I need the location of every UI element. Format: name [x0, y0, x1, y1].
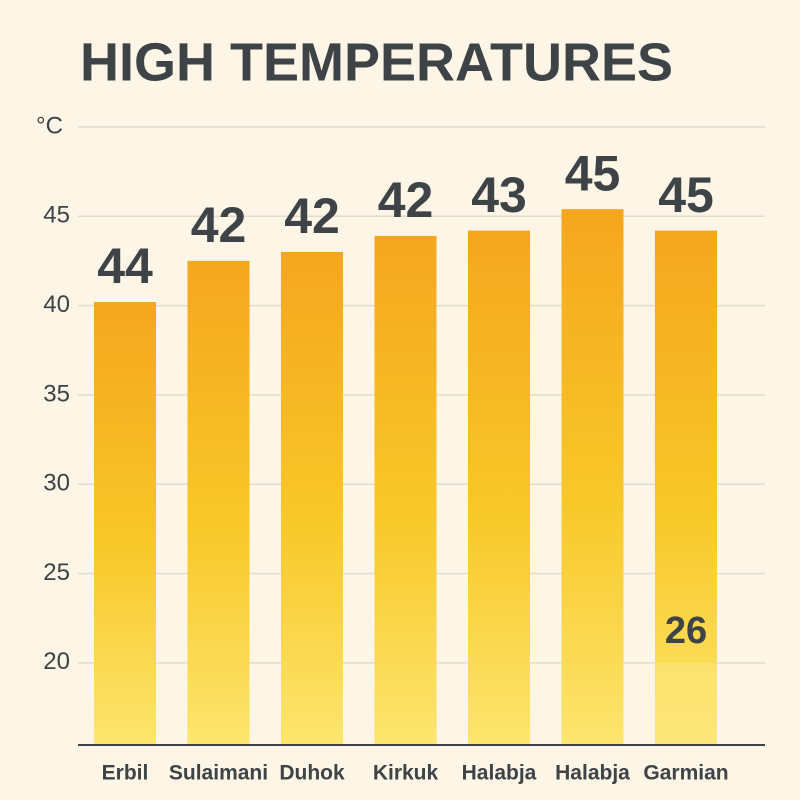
- data-label: 45: [658, 167, 714, 223]
- bar: [468, 230, 530, 745]
- y-tick-label: 20: [43, 648, 70, 675]
- bar: [94, 302, 156, 745]
- y-tick-label: 25: [43, 559, 70, 586]
- bar: [281, 252, 343, 745]
- x-tick-label: Halabja: [555, 762, 630, 785]
- x-tick-label: Erbil: [102, 762, 149, 785]
- data-label: 42: [191, 197, 247, 253]
- y-tick-label: 45: [43, 202, 70, 229]
- x-tick-label: Garmian: [643, 762, 728, 785]
- y-tick-label: 35: [43, 380, 70, 407]
- chart-title: HIGH TEMPERATURES: [80, 32, 673, 92]
- x-tick-label: Sulaimani: [169, 762, 268, 785]
- y-tick-label: 30: [43, 470, 70, 497]
- annotation-band: [655, 662, 717, 745]
- bar: [655, 230, 717, 745]
- y-axis-label: °C: [36, 112, 63, 139]
- bar: [561, 209, 624, 745]
- data-label: 42: [284, 188, 340, 244]
- data-label: 43: [471, 167, 527, 223]
- data-label: 42: [378, 172, 434, 228]
- data-label: 45: [565, 145, 621, 201]
- x-tick-label: Halabja: [462, 762, 537, 785]
- bar: [374, 235, 437, 746]
- x-tick-label: Kirkuk: [373, 762, 439, 785]
- bar: [187, 260, 250, 745]
- data-label: 44: [97, 238, 153, 294]
- y-tick-label: 40: [43, 291, 70, 318]
- annotation: 26: [665, 610, 707, 652]
- x-tick-label: Duhok: [279, 762, 345, 785]
